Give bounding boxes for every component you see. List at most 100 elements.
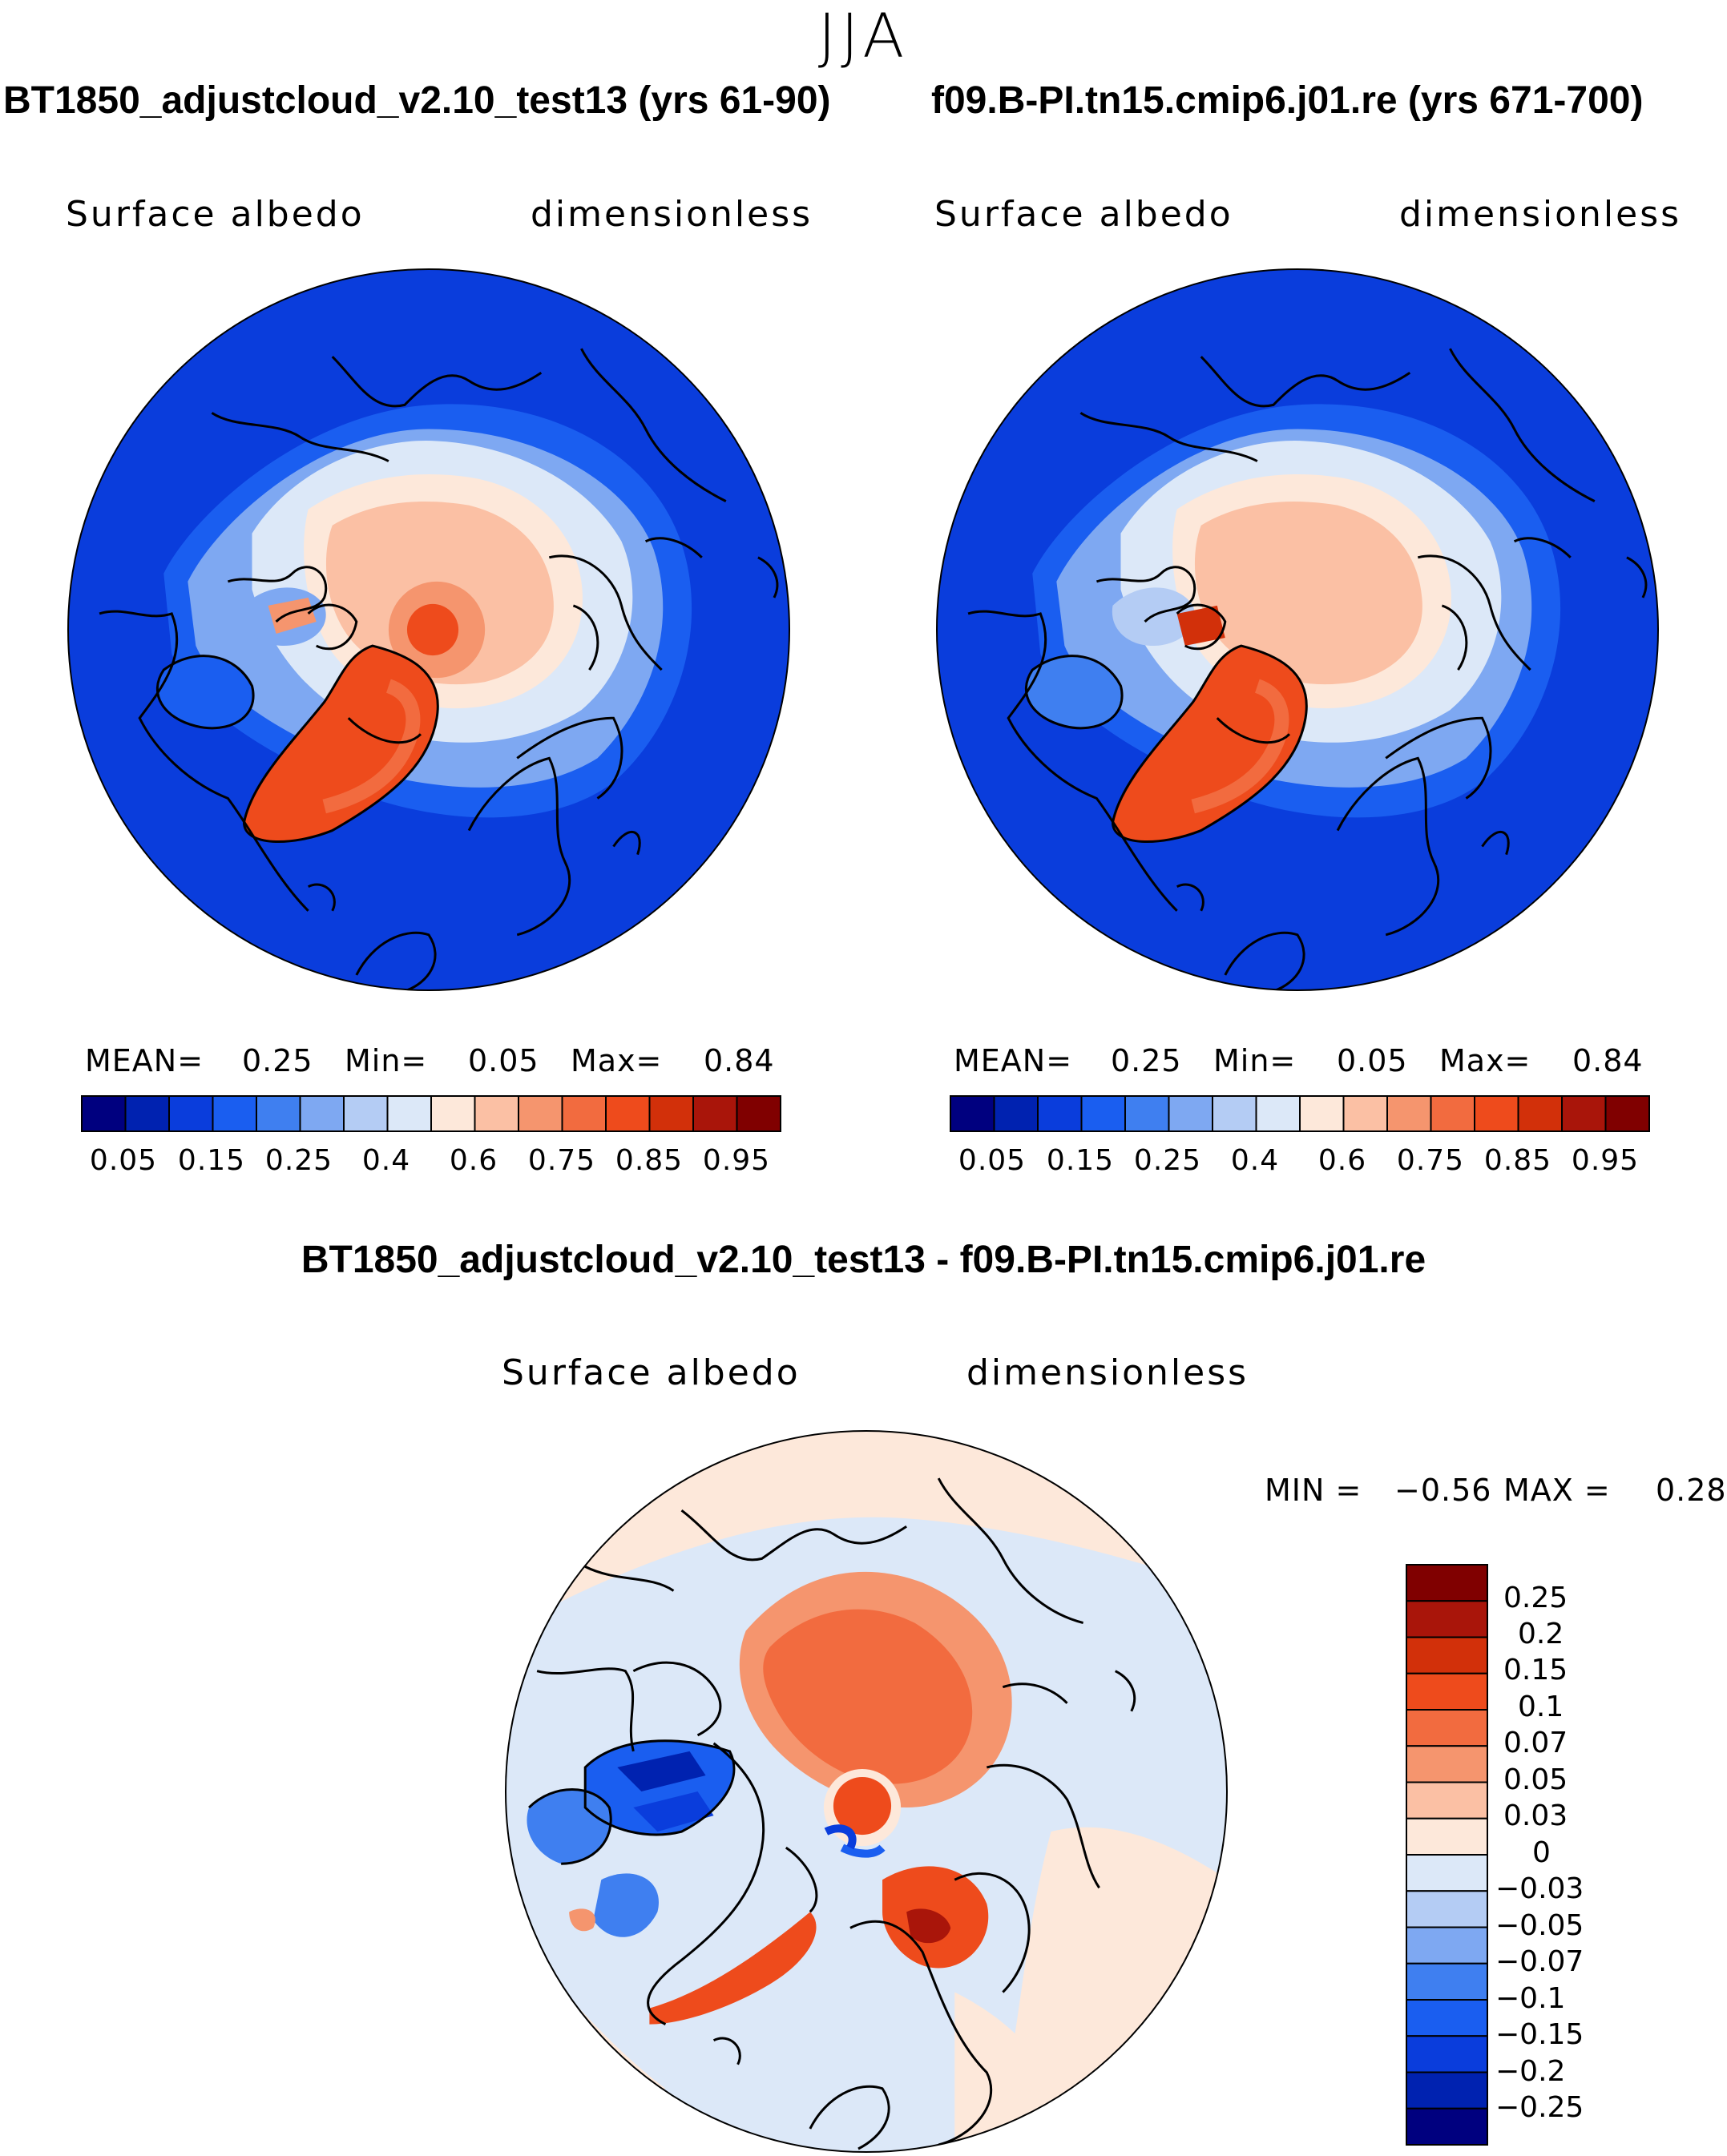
colorbar-swatch bbox=[168, 1095, 214, 1132]
cbar2-tick: 0.4 bbox=[1230, 1144, 1280, 1177]
diff-tick: −0.07 bbox=[1495, 1945, 1584, 1978]
diff-tick: 0.2 bbox=[1518, 1618, 1564, 1650]
panel-2-colorbar bbox=[950, 1095, 1650, 1132]
diff-map bbox=[505, 1430, 1228, 2153]
cbar1-tick: 0.4 bbox=[361, 1144, 411, 1177]
panel-1-mean-label: MEAN= bbox=[85, 1043, 204, 1078]
diff-tick: 0.05 bbox=[1503, 1763, 1568, 1796]
colorbar-swatch bbox=[1430, 1095, 1475, 1132]
diff-tick: −0.25 bbox=[1495, 2091, 1584, 2124]
colorbar-swatch bbox=[993, 1095, 1039, 1132]
cbar2-tick: 0.15 bbox=[1046, 1144, 1115, 1177]
colorbar-swatch bbox=[605, 1095, 651, 1132]
colorbar-swatch bbox=[1406, 1926, 1488, 1965]
colorbar-swatch bbox=[343, 1095, 389, 1132]
colorbar-swatch bbox=[1406, 2071, 1488, 2110]
colorbar-swatch bbox=[1342, 1095, 1388, 1132]
cbar2-tick: 0.85 bbox=[1483, 1144, 1552, 1177]
colorbar-swatch bbox=[1406, 1745, 1488, 1783]
diff-variable: Surface albedo bbox=[502, 1352, 801, 1393]
colorbar-swatch bbox=[1406, 1962, 1488, 2001]
colorbar-swatch bbox=[1124, 1095, 1170, 1132]
diff-min-label: MIN = bbox=[1265, 1473, 1362, 1508]
panel-2-variable: Surface albedo bbox=[934, 194, 1233, 235]
colorbar-swatch bbox=[1406, 1890, 1488, 1928]
diff-tick: 0.25 bbox=[1503, 1582, 1568, 1614]
cbar1-tick: 0.85 bbox=[615, 1144, 684, 1177]
colorbar-swatch bbox=[124, 1095, 170, 1132]
colorbar-swatch bbox=[1604, 1095, 1650, 1132]
colorbar-swatch bbox=[1406, 1564, 1488, 1602]
cbar2-tick: 0.05 bbox=[958, 1144, 1027, 1177]
diff-tick: 0.07 bbox=[1503, 1727, 1568, 1759]
colorbar-swatch bbox=[299, 1095, 345, 1132]
cbar2-tick: 0.95 bbox=[1571, 1144, 1640, 1177]
cbar2-tick: 0.75 bbox=[1396, 1144, 1465, 1177]
panel-2-min-value: 0.05 bbox=[1337, 1043, 1408, 1078]
colorbar-swatch bbox=[1406, 1854, 1488, 1892]
colorbar-swatch bbox=[1406, 1999, 1488, 2037]
colorbar-swatch bbox=[1406, 2107, 1488, 2146]
colorbar-swatch bbox=[1406, 1781, 1488, 1820]
colorbar-swatch bbox=[518, 1095, 563, 1132]
colorbar-swatch bbox=[1474, 1095, 1519, 1132]
colorbar-swatch bbox=[692, 1095, 738, 1132]
panel-1-min-value: 0.05 bbox=[468, 1043, 539, 1078]
colorbar-swatch bbox=[1406, 1672, 1488, 1711]
colorbar-swatch bbox=[1037, 1095, 1083, 1132]
diff-tick: −0.1 bbox=[1495, 1982, 1566, 2015]
colorbar-swatch bbox=[950, 1095, 995, 1132]
cbar1-tick: 0.95 bbox=[702, 1144, 771, 1177]
season-title: JJA bbox=[817, 0, 910, 71]
diff-units: dimensionless bbox=[966, 1352, 1249, 1393]
diff-colorbar bbox=[1406, 1564, 1488, 2146]
colorbar-swatch bbox=[1406, 2035, 1488, 2073]
colorbar-swatch bbox=[1168, 1095, 1213, 1132]
panel-1-mean-value: 0.25 bbox=[242, 1043, 313, 1078]
cbar1-tick: 0.25 bbox=[264, 1144, 333, 1177]
cbar1-tick: 0.05 bbox=[89, 1144, 158, 1177]
colorbar-swatch bbox=[736, 1095, 781, 1132]
panel-2-map bbox=[936, 268, 1659, 991]
colorbar-swatch bbox=[81, 1095, 127, 1132]
colorbar-swatch bbox=[561, 1095, 607, 1132]
panel-2-mean-label: MEAN= bbox=[954, 1043, 1073, 1078]
colorbar-swatch bbox=[1255, 1095, 1301, 1132]
panel-2-units: dimensionless bbox=[1399, 194, 1682, 235]
panel-1-run-title: BT1850_adjustcloud_v2.10_test13 (yrs 61-… bbox=[3, 79, 831, 122]
colorbar-swatch bbox=[474, 1095, 519, 1132]
cbar1-tick: 0.75 bbox=[527, 1144, 596, 1177]
diff-tick: 0.03 bbox=[1503, 1799, 1568, 1832]
diff-min-value: −0.56 bbox=[1394, 1473, 1492, 1508]
colorbar-swatch bbox=[212, 1095, 257, 1132]
colorbar-swatch bbox=[430, 1095, 476, 1132]
colorbar-swatch bbox=[1406, 1709, 1488, 1747]
diff-max-label: MAX = bbox=[1503, 1473, 1611, 1508]
colorbar-swatch bbox=[1517, 1095, 1563, 1132]
diff-tick: −0.2 bbox=[1495, 2055, 1566, 2088]
panel-1-min-label: Min= bbox=[345, 1043, 428, 1078]
cbar1-tick: 0.6 bbox=[449, 1144, 498, 1177]
colorbar-swatch bbox=[1212, 1095, 1257, 1132]
colorbar-swatch bbox=[1406, 1636, 1488, 1674]
panel-2-min-label: Min= bbox=[1213, 1043, 1297, 1078]
panel-2-max-label: Max= bbox=[1439, 1043, 1531, 1078]
colorbar-swatch bbox=[1299, 1095, 1345, 1132]
panel-2-mean-value: 0.25 bbox=[1111, 1043, 1182, 1078]
diff-tick: 0 bbox=[1532, 1836, 1551, 1869]
colorbar-swatch bbox=[1561, 1095, 1607, 1132]
panel-1-max-label: Max= bbox=[571, 1043, 663, 1078]
colorbar-swatch bbox=[386, 1095, 432, 1132]
panel-2-run-title: f09.B-PI.tn15.cmip6.j01.re (yrs 671-700) bbox=[931, 79, 1644, 122]
colorbar-swatch bbox=[256, 1095, 301, 1132]
diff-max-value: 0.28 bbox=[1656, 1473, 1727, 1508]
colorbar-swatch bbox=[1406, 1817, 1488, 1856]
colorbar-swatch bbox=[1080, 1095, 1126, 1132]
panel-1-colorbar bbox=[81, 1095, 781, 1132]
diff-tick: 0.1 bbox=[1518, 1691, 1564, 1723]
diff-tick: 0.15 bbox=[1503, 1654, 1568, 1687]
colorbar-swatch bbox=[1386, 1095, 1432, 1132]
panel-1-units: dimensionless bbox=[531, 194, 813, 235]
colorbar-swatch bbox=[648, 1095, 694, 1132]
cbar1-tick: 0.15 bbox=[177, 1144, 246, 1177]
